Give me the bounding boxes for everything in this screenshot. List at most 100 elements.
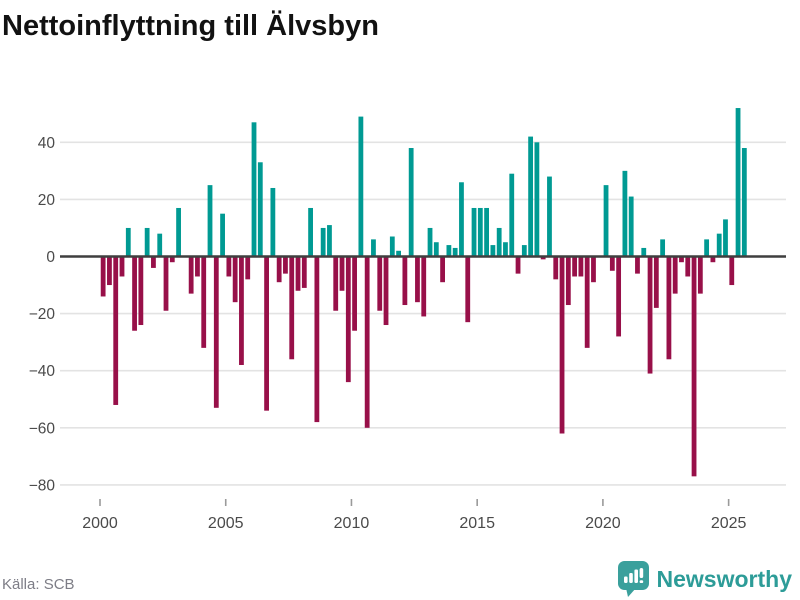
- bar: [138, 256, 144, 326]
- bar: [289, 256, 295, 360]
- bar: [113, 256, 119, 405]
- bar: [641, 247, 647, 257]
- bar: [647, 256, 653, 374]
- bar: [119, 256, 125, 277]
- y-tick-label: 20: [38, 192, 56, 209]
- bar: [509, 173, 515, 257]
- bar: [547, 176, 552, 257]
- bar: [339, 256, 345, 291]
- bar: [427, 227, 433, 257]
- bar: [314, 256, 320, 423]
- bar: [672, 256, 678, 294]
- bar: [578, 256, 584, 277]
- bar: [484, 207, 489, 257]
- x-tick-label: 2005: [208, 515, 244, 532]
- bar: [377, 256, 383, 311]
- source-note: Källa: SCB: [2, 576, 75, 593]
- bar: [389, 236, 395, 257]
- x-tick-label: 2015: [459, 515, 495, 532]
- bar: [327, 225, 332, 257]
- bar: [440, 256, 445, 283]
- y-tick-label: 0: [46, 249, 55, 266]
- bar: [257, 162, 263, 257]
- bar: [169, 256, 175, 263]
- bar: [276, 256, 282, 283]
- bar: [622, 170, 628, 257]
- bar: [320, 227, 326, 257]
- bar: [735, 108, 741, 257]
- bar: [408, 148, 414, 257]
- bar: [295, 256, 301, 291]
- bar: [245, 256, 251, 280]
- bar: [553, 256, 559, 280]
- bar: [540, 256, 546, 260]
- bar: [704, 239, 710, 257]
- bar: [421, 256, 427, 317]
- bar: [213, 256, 219, 408]
- bar: [477, 207, 483, 257]
- bar: [465, 256, 471, 323]
- bar: [685, 256, 691, 277]
- bar: [358, 116, 364, 257]
- bar: [157, 233, 163, 257]
- bar: [729, 256, 735, 286]
- bar: [697, 256, 703, 294]
- bar: [107, 256, 112, 286]
- bar: [283, 256, 288, 274]
- bar: [415, 256, 420, 303]
- bar: [270, 187, 276, 257]
- bar: [459, 182, 464, 257]
- bar: [239, 256, 244, 365]
- bar: [163, 256, 169, 311]
- bar: [383, 256, 389, 326]
- bar: [151, 256, 156, 268]
- bar: [635, 256, 640, 274]
- bar: [471, 207, 477, 257]
- bar: [723, 219, 728, 257]
- bar: [591, 256, 596, 283]
- bar: [565, 256, 571, 306]
- bar: [528, 136, 534, 257]
- bar: [226, 256, 232, 277]
- y-tick-label: −20: [29, 306, 56, 323]
- bar: [396, 250, 401, 257]
- bar: [251, 122, 257, 257]
- bar: [679, 256, 684, 263]
- bar: [301, 256, 307, 288]
- bar: [496, 227, 502, 257]
- bar: [100, 256, 106, 297]
- y-tick-label: −40: [29, 363, 56, 380]
- bar: [572, 256, 578, 277]
- bar: [232, 256, 238, 303]
- bar: [521, 245, 527, 257]
- bar: [666, 256, 672, 360]
- bar: [144, 227, 150, 257]
- y-tick-label: −60: [29, 420, 56, 437]
- bar: [534, 142, 540, 257]
- bar: [188, 256, 194, 294]
- bar: [741, 148, 747, 257]
- chart-title: Nettoinflyttning till Älvsbyn: [2, 10, 379, 42]
- bar: [220, 213, 225, 257]
- x-tick-label: 2010: [334, 515, 370, 532]
- bar: [125, 227, 131, 257]
- bar: [503, 242, 508, 257]
- bar: [402, 256, 408, 306]
- bar: [264, 256, 269, 411]
- bar: [446, 245, 452, 257]
- bar: [603, 185, 609, 257]
- bar: [195, 256, 200, 277]
- bar: [452, 247, 458, 257]
- bar: [201, 256, 207, 348]
- bar: [207, 185, 213, 257]
- bar: [433, 242, 439, 257]
- bar: [628, 196, 634, 257]
- bar: [653, 256, 659, 308]
- x-tick-label: 2020: [585, 515, 621, 532]
- bar: [559, 256, 565, 434]
- bar: [176, 207, 181, 257]
- bar: [308, 207, 313, 257]
- y-tick-label: −80: [29, 477, 56, 494]
- x-tick-label: 2000: [82, 515, 118, 532]
